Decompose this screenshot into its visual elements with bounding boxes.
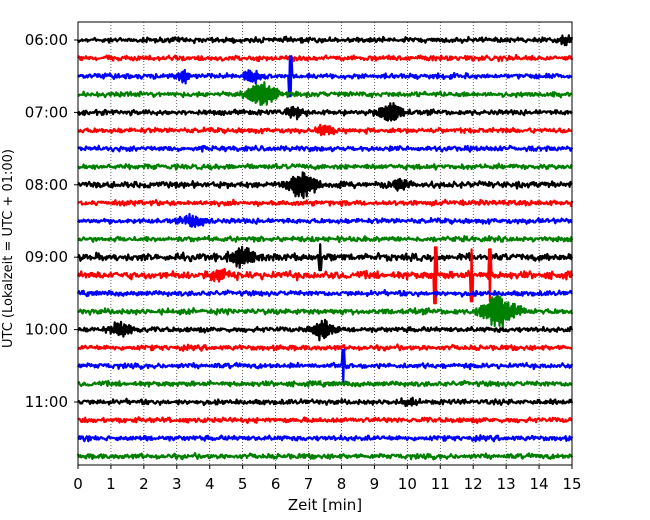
trace-1130 [77,434,574,443]
trace-0715 [77,123,573,137]
x-tick-label: 8 [337,475,347,493]
trace-0930 [76,289,573,298]
trace-0630 [77,55,573,98]
trace-1145 [76,452,574,461]
y-tick-label: 10:00 [25,321,68,339]
y-tick-label: 06:00 [25,31,68,49]
x-tick-label: 13 [497,475,516,493]
trace-0900 [76,243,574,272]
trace-1045 [77,379,573,388]
x-tick-label: 15 [562,475,581,493]
x-tick-label: 11 [431,475,450,493]
x-tick-label: 0 [73,475,83,493]
trace-0615 [77,53,574,63]
trace-0600 [76,34,574,47]
trace-0945 [77,295,574,330]
x-tick-label: 3 [172,475,182,493]
x-tick-label: 9 [370,475,380,493]
trace-1030 [76,348,574,383]
x-axis-ticks: 0 1 2 3 4 5 6 7 8 9 10 11 12 13 14 15 [73,465,582,493]
trace-0730 [77,144,574,153]
x-tick-label: 7 [304,475,314,493]
x-tick-label: 1 [106,475,116,493]
y-tick-label: 11:00 [25,393,68,411]
y-tick-label: 09:00 [25,248,68,266]
trace-0845 [77,235,574,244]
trace-0830 [76,212,573,228]
trace-0800 [76,171,573,200]
trace-1015 [77,343,573,352]
x-tick-label: 10 [398,475,417,493]
trace-1115 [77,416,573,425]
vertical-gridlines [110,22,540,465]
x-tick-label: 2 [139,475,149,493]
x-tick-label: 14 [530,475,549,493]
plot-frame [77,21,573,466]
trace-0815 [77,198,574,208]
y-tick-label: 07:00 [25,103,68,121]
trace-0700 [76,102,573,122]
trace-1000 [77,318,574,342]
x-tick-label: 12 [464,475,483,493]
seismogram-traces [76,34,574,461]
trace-0645 [77,81,573,106]
y-axis-ticks: 06:00 07:00 08:00 09:00 10:00 11:00 [25,31,78,411]
y-axis-label: UTC (Lokalzeit = UTC + 01:00) [1,149,16,348]
x-axis-label: Zeit [min] [288,496,362,514]
x-tick-label: 6 [271,475,281,493]
trace-0915 [76,246,574,305]
x-tick-label: 4 [205,475,215,493]
trace-1100 [77,396,574,408]
y-tick-label: 08:00 [25,176,68,194]
trace-0745 [77,162,573,171]
x-tick-label: 5 [238,475,248,493]
